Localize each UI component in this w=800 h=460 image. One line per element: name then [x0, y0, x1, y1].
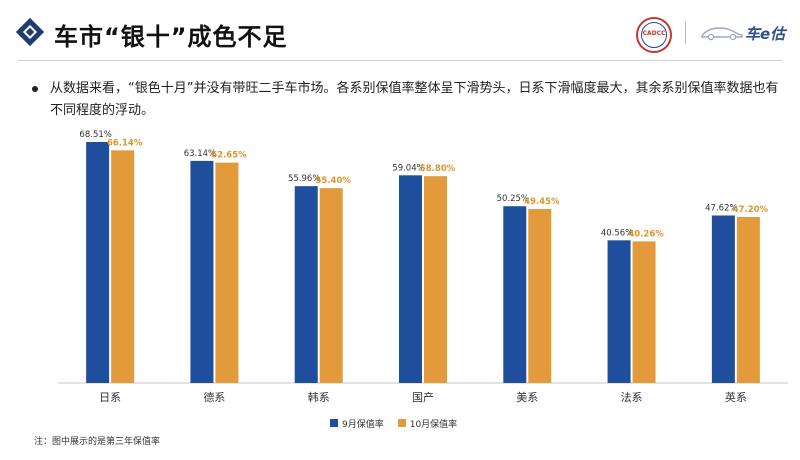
title-divider: [18, 60, 782, 61]
car-logo-icon: [701, 27, 743, 41]
x-tick-label-5: 法系: [621, 390, 643, 404]
bar-september-3: [399, 175, 422, 383]
data-label-october-6: 47.20%: [733, 205, 769, 215]
bullet-dot-icon: [32, 86, 38, 92]
data-label-september-4: 50.25%: [497, 194, 529, 204]
bar-september-6: [711, 215, 735, 383]
x-tick-label-0: 日系: [99, 391, 121, 404]
cadcc-logo-icon: CADCC: [636, 17, 672, 53]
data-label-october-3: 58.80%: [420, 164, 456, 174]
x-tick-label-3: 国产: [412, 390, 434, 404]
legend-label-october: 10月保值率: [409, 419, 458, 430]
x-tick-label-2: 韩系: [308, 390, 330, 404]
footnote: 注：图中展示的是第三年保值率: [34, 437, 161, 447]
data-label-september-6: 47.62%: [705, 203, 737, 213]
data-label-september-0: 68.51%: [79, 130, 111, 140]
bar-october-6: [736, 216, 760, 383]
bar-october-1: [215, 162, 239, 383]
legend-item-october: 10月保值率: [397, 417, 458, 430]
chart-legend: 9月保值率 10月保值率: [330, 416, 471, 430]
bar-september-2: [294, 186, 318, 383]
data-label-october-2: 55.40%: [316, 176, 352, 186]
bar-september-1: [190, 160, 214, 383]
slide-header: 车市“银十”成色不足 CADCC 车e估: [0, 0, 800, 62]
bar-october-4: [528, 209, 552, 383]
data-label-september-1: 63.14%: [184, 149, 216, 159]
legend-swatch-october: [397, 419, 406, 427]
summary-paragraph: 从数据来看，“银色十月”并没有带旺二手车市场。各系别保值率整体呈下滑势头，日系下…: [50, 81, 779, 118]
data-label-september-3: 59.04%: [392, 163, 424, 173]
data-label-october-4: 49.45%: [524, 197, 560, 207]
logo-divider: [685, 22, 686, 44]
bar-october-5: [632, 241, 656, 383]
bar-september-4: [503, 206, 527, 383]
data-label-september-2: 55.96%: [288, 174, 320, 184]
bar-september-0: [86, 142, 110, 383]
legend-label-september: 9月保值率: [342, 419, 384, 430]
x-tick-label-1: 德系: [203, 390, 225, 404]
bar-october-2: [319, 188, 343, 383]
data-label-september-5: 40.56%: [601, 228, 633, 238]
legend-swatch-september: [330, 419, 338, 427]
bar-october-3: [424, 176, 447, 383]
data-label-october-5: 40.26%: [628, 229, 664, 239]
slide-title: 车市“银十”成色不足: [54, 23, 288, 51]
x-tick-label-6: 英系: [725, 390, 747, 404]
legend-item-september: 9月保值率: [330, 417, 384, 430]
bar-september-5: [607, 240, 631, 383]
x-tick-label-4: 美系: [516, 391, 538, 404]
data-label-october-1: 62.65%: [211, 151, 247, 161]
chegu-logo-text: 车e估: [745, 25, 786, 43]
data-label-october-0: 66.14%: [107, 138, 143, 148]
bar-october-0: [111, 150, 135, 383]
cadcc-logo-text: CADCC: [642, 30, 666, 37]
